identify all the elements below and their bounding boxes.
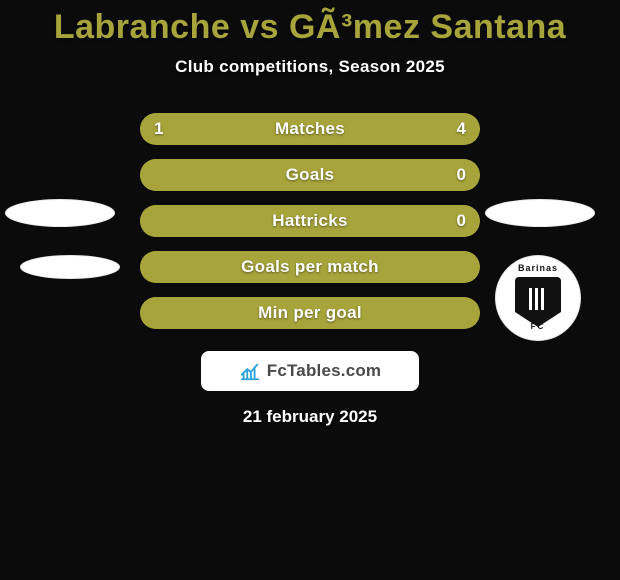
club-badge-bottom-text: FC (531, 322, 546, 331)
stat-row: Matches 1 4 (140, 113, 480, 145)
stat-label: Goals (286, 165, 335, 185)
club-badge-top-text: Barinas (518, 263, 558, 273)
stat-row: Goals per match (140, 251, 480, 283)
page-subtitle: Club competitions, Season 2025 (0, 57, 620, 77)
stat-value-right: 4 (457, 119, 466, 139)
stat-row: Min per goal (140, 297, 480, 329)
right-player-logo-1 (485, 199, 595, 227)
ellipse-icon (485, 199, 595, 227)
stat-row: Hattricks 0 (140, 205, 480, 237)
stat-row: Goals 0 (140, 159, 480, 191)
footer-date: 21 february 2025 (0, 407, 620, 427)
watermark: FcTables.com (201, 351, 419, 391)
stat-label: Min per goal (258, 303, 362, 323)
page-title: Labranche vs GÃ³mez Santana (0, 8, 620, 47)
ellipse-icon (20, 255, 120, 279)
stat-fill-left (140, 113, 208, 145)
stat-label: Hattricks (272, 211, 347, 231)
stat-label: Matches (275, 119, 345, 139)
watermark-text: FcTables.com (267, 361, 382, 381)
club-badge-icon: Barinas FC (495, 255, 581, 341)
shield-stripes (529, 288, 547, 310)
right-player-club-badge: Barinas FC (495, 255, 581, 341)
stat-value-right: 0 (457, 165, 466, 185)
shield-icon (515, 277, 561, 327)
left-player-logo-2 (20, 255, 120, 279)
infographic-container: Labranche vs GÃ³mez Santana Club competi… (0, 0, 620, 580)
left-player-logo-1 (5, 199, 115, 227)
stats-panel: Matches 1 4 Goals 0 Hattricks 0 Goals per match… (140, 113, 480, 329)
ellipse-icon (5, 199, 115, 227)
stat-label: Goals per match (241, 257, 379, 277)
stat-value-left: 1 (154, 119, 163, 139)
chart-icon (239, 360, 261, 382)
stat-value-right: 0 (457, 211, 466, 231)
